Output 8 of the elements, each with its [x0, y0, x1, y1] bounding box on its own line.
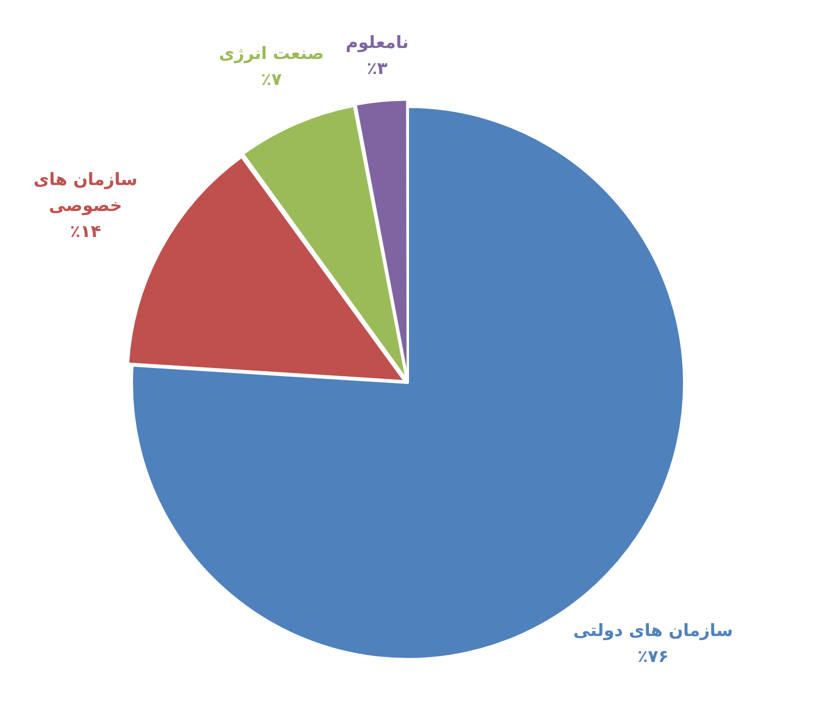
slice-label: سازمان های خصوصی	[34, 168, 138, 218]
slice-label: صنعت انرژی	[218, 43, 324, 66]
data-label: ٪۷	[260, 69, 283, 92]
slice-label: سازمان های دولتی	[573, 620, 733, 643]
data-label: ٪۳	[366, 58, 388, 82]
slice-label: نامعلوم	[346, 32, 409, 56]
data-label: ٪۷۶	[636, 646, 670, 669]
data-label: ٪۱۴	[68, 220, 102, 244]
